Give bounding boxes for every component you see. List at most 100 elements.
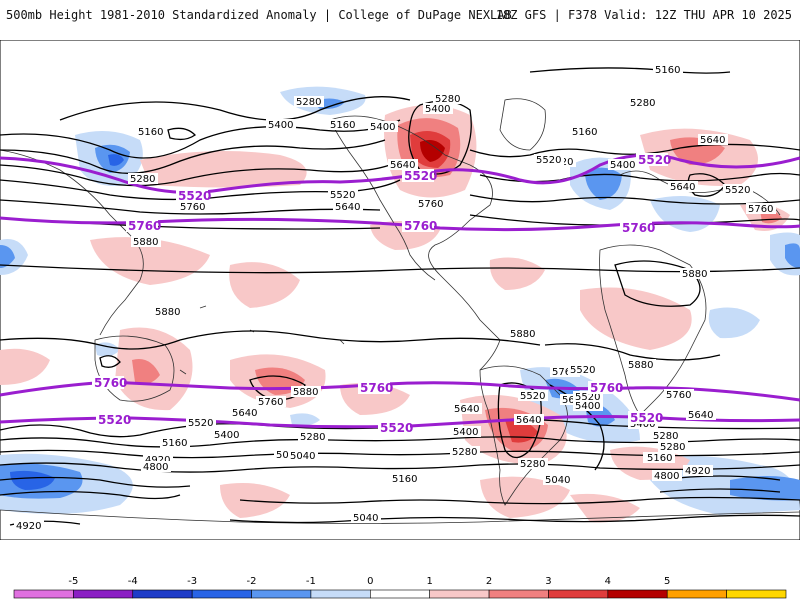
contour-label-background — [723, 184, 753, 195]
highlight-contour-label: 5760 — [622, 221, 655, 235]
legend-canvas: -5 -4 -3 -2 -1 0 1 2 3 4 5 — [13, 576, 787, 599]
highlight-label-background — [176, 189, 208, 202]
anomaly-negative-area — [585, 167, 622, 200]
contour-label-background — [698, 134, 728, 145]
contour-label: 5280 — [435, 94, 460, 105]
contour-label: 5520 — [725, 185, 750, 196]
legend-tick-label: 5 — [664, 576, 670, 587]
height-contour-line — [59, 96, 411, 121]
contour-label-background — [128, 173, 158, 184]
height-contour-line — [0, 164, 391, 187]
contour-label-background — [131, 236, 161, 247]
map-panel: 5160528054005160528054005520564051605280… — [0, 40, 800, 540]
contour-label: 5400 — [575, 401, 600, 412]
contour-label-background — [416, 198, 446, 209]
anomaly-positive-area — [340, 382, 410, 415]
map-title: 500mb Height 1981-2010 Standardized Anom… — [6, 8, 512, 22]
legend-tick-label: 0 — [367, 576, 373, 587]
contour-label: 5040 — [545, 475, 570, 486]
contour-label-background — [288, 450, 318, 461]
contour-label: 5520 — [520, 391, 545, 402]
contour-label: 5280 — [452, 447, 477, 458]
contour-label-background — [452, 403, 482, 414]
contour-label: 5280 — [300, 432, 325, 443]
legend-tick-label: -2 — [247, 576, 257, 587]
contour-label: 5880 — [133, 237, 158, 248]
contour-label: 5040 — [290, 451, 315, 462]
legend-tick-label: -3 — [187, 576, 197, 587]
anomaly-negative-area — [10, 470, 55, 490]
contour-label: 5400 — [214, 430, 239, 441]
height-contour-line — [0, 264, 800, 274]
contour-label-background — [186, 417, 216, 428]
contour-label-background — [652, 470, 682, 481]
highlight-label-background — [402, 169, 434, 182]
highlight-label-background — [628, 411, 660, 424]
contour-label-background — [423, 103, 453, 114]
contour-label: 5640 — [516, 415, 541, 426]
contour-label-background — [508, 328, 538, 339]
legend-tick-labels: -5 -4 -3 -2 -1 0 1 2 3 4 5 — [68, 576, 670, 587]
height-contour-line — [614, 260, 701, 307]
anomaly-negative-area — [290, 413, 320, 426]
contour-label: 5520 — [575, 392, 600, 403]
contour-label: 5160 — [392, 474, 417, 485]
contour-label-background — [14, 520, 44, 531]
contour-labels: 5160528054005160528054005520564051605280… — [14, 64, 776, 532]
contour-label: 5880 — [510, 329, 535, 340]
contour-label: 5640 — [670, 182, 695, 193]
contour-label: 5520 — [570, 365, 595, 376]
contour-label-background — [298, 431, 328, 442]
contour-label: 5280 — [653, 431, 678, 442]
contour-label-background — [651, 430, 681, 441]
legend-swatch — [726, 589, 787, 599]
height-contour-line — [0, 418, 800, 438]
anomaly-positive-area — [229, 262, 300, 308]
contour-label-background — [626, 359, 656, 370]
contour-label: 5760 — [180, 202, 205, 213]
contour-label-background — [550, 366, 580, 377]
anomaly-negative-area — [95, 342, 120, 357]
height-contour-line — [544, 343, 721, 361]
contour-label-background — [568, 364, 598, 375]
contour-label-background — [683, 465, 713, 476]
legend-tick-label: 1 — [427, 576, 433, 587]
anomaly-positive-area — [580, 287, 692, 350]
highlight-contour-label: 5760 — [128, 219, 161, 233]
anomaly-negative-area — [730, 476, 800, 501]
contour-label: 5400 — [370, 122, 395, 133]
highlight-label-background — [96, 413, 128, 426]
height-contour-line — [239, 496, 800, 505]
contour-label: 5280 — [520, 459, 545, 470]
highlight-contour-label: 5520 — [630, 411, 663, 425]
contour-label-background — [153, 306, 183, 317]
contour-label: 5160 — [330, 120, 355, 131]
contour-label-background — [573, 391, 603, 402]
contour-label: 4920 — [145, 455, 170, 466]
legend-colorbar — [13, 589, 787, 599]
contour-label: 5280 — [630, 98, 655, 109]
coastline-europe — [619, 170, 781, 216]
contour-label: 5880 — [682, 269, 707, 280]
contour-label: 4920 — [685, 466, 710, 477]
contour-label: 5400 — [630, 419, 655, 430]
contour-label: 5520 — [536, 155, 561, 166]
legend-swatch — [310, 589, 371, 599]
legend-swatch — [251, 589, 312, 599]
legend-swatch — [429, 589, 490, 599]
height-contour-line — [469, 194, 800, 205]
legend-tick-label: 4 — [605, 576, 611, 587]
height-contour-line — [0, 462, 800, 473]
contour-label: 5760 — [666, 390, 691, 401]
highlight-label-background — [358, 381, 390, 394]
legend-tick-label: 2 — [486, 576, 492, 587]
contour-label-background — [351, 512, 381, 523]
legend-tick-label: -1 — [306, 576, 316, 587]
height-contour-line — [408, 100, 472, 175]
height-contour-line — [167, 127, 197, 141]
height-contour-line — [0, 330, 541, 350]
height-contour-line — [0, 199, 381, 215]
legend-swatch — [191, 589, 252, 599]
anomaly-negative-area — [785, 243, 800, 268]
